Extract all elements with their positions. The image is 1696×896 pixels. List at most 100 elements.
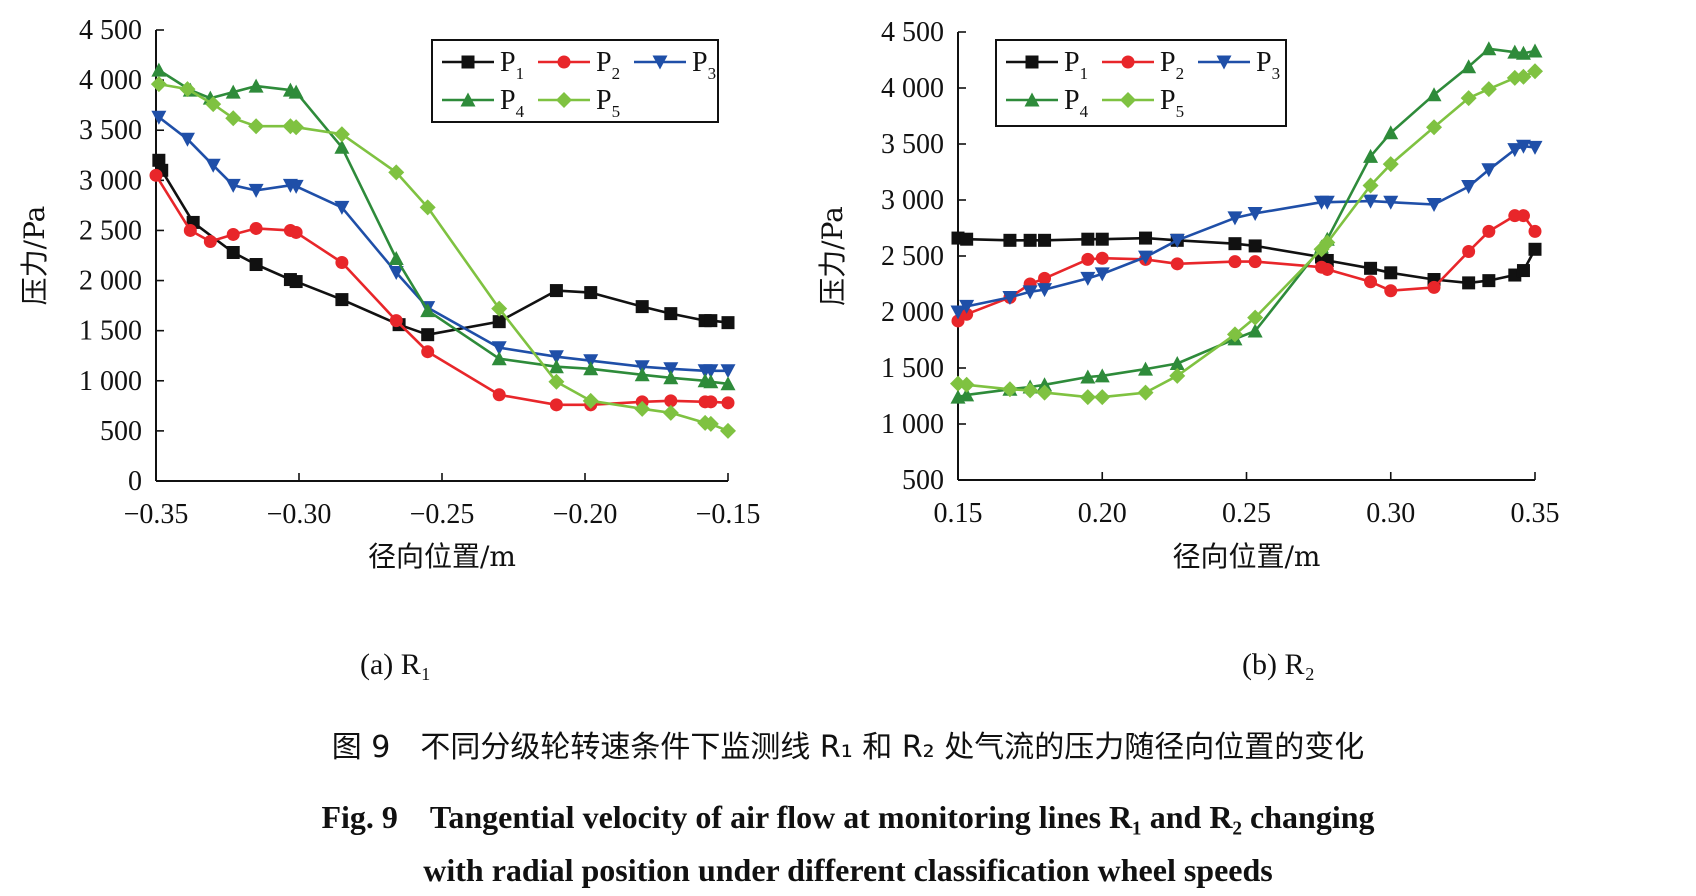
data-point-p5 [205,96,222,113]
data-point-p3 [1247,206,1263,221]
data-point-p2 [1482,224,1496,238]
data-point-p5 [225,110,242,127]
data-point-p4 [1247,323,1263,338]
data-point-p5 [333,126,350,143]
data-point-p1 [492,315,506,329]
data-point-p5 [1094,389,1111,406]
figure-caption-en-line1: Fig. 9 Tangential velocity of air flow a… [321,799,1375,835]
data-point-p5 [1527,63,1543,80]
data-point-p3 [1094,267,1110,282]
data-point-p1 [1139,231,1153,245]
data-point-p5 [1036,384,1053,401]
data-point-p1 [1384,266,1398,280]
data-point-p1 [635,300,649,314]
data-point-p5 [1382,156,1399,173]
data-point-p3 [1527,140,1543,155]
x-tick-label: 0.35 [1511,498,1560,529]
data-point-p5 [1079,389,1096,406]
data-point-p2 [1170,257,1184,271]
data-point-p4 [1080,369,1096,384]
data-point-p5 [248,118,265,135]
data-point-p5 [958,376,975,393]
x-axis-label: 径向位置/m [1173,540,1321,573]
data-point-p4 [1426,87,1442,102]
data-point-p2 [549,398,563,412]
data-point-p1 [1023,233,1037,247]
y-tick-label: 2 000 [881,297,944,328]
y-tick-label: 1 000 [881,409,944,440]
data-point-p4 [634,367,650,382]
data-point-p3 [225,178,241,193]
data-point-p3 [388,266,404,281]
data-point-p1 [1482,274,1496,288]
data-point-p2 [1038,271,1052,285]
x-tick-label: −0.35 [124,499,189,530]
data-point-p3 [1022,285,1038,300]
data-point-p2 [721,396,735,410]
data-point-p5 [1226,326,1243,343]
x-axis-label: 径向位置/m [368,540,516,573]
panel-label-b: (b) R₂ [1242,648,1315,681]
data-point-p3 [1383,195,1399,210]
data-point-p1 [1081,232,1095,246]
data-point-p3 [334,200,350,215]
chart-panel-a: 0 500 1 000 1 500 2 000 2 500 3 000 3 500 4 000 4… [18,15,760,573]
data-point-p2 [289,225,303,239]
data-point-p5 [1169,367,1186,384]
data-point-p1 [289,275,303,289]
y-tick-label: 4 500 [881,17,944,48]
data-point-p3 [1461,180,1477,195]
data-point-p3 [1037,283,1053,298]
x-tick-label: 0.15 [934,498,983,529]
data-point-p1 [960,232,974,246]
data-point-p4 [1515,45,1531,60]
data-point-p2 [389,314,403,328]
figure-caption-zh: 图 9 不同分级轮转速条件下监测线 R₁ 和 R₂ 处气流的压力随径向位置的变化 [331,730,1365,765]
data-point-p3 [583,354,599,369]
data-point-p3 [1481,163,1497,178]
series-line-p2 [957,214,1537,323]
data-point-p2 [1516,209,1530,223]
chart-panel-b: 500 1 000 1 500 2 000 2 500 3 000 3 500 4 000 4 … [816,17,1560,573]
data-point-p1 [152,153,166,167]
data-point-p3 [1426,197,1442,212]
data-point-p3 [248,183,264,198]
data-point-p3 [703,364,719,379]
data-point-p5 [288,119,305,136]
data-point-p5 [1362,177,1379,194]
data-point-p1 [249,258,263,272]
data-point-p2 [704,395,718,409]
data-point-p4 [1481,41,1497,56]
data-point-p4 [225,84,241,99]
data-point-p1 [1228,237,1242,251]
data-point-p2 [1427,280,1441,294]
y-tick-label: 0 [128,466,142,497]
y-axis-label: 压力/Pa [816,206,849,306]
data-point-p3 [720,364,736,379]
data-point-p4 [1169,356,1185,371]
y-tick-label: 2 000 [79,266,142,297]
data-point-p3 [179,132,195,147]
data-point-p5 [1480,81,1497,98]
data-point-p2 [1081,252,1095,266]
data-point-p3 [663,362,679,377]
legend-marker-p5 [1120,92,1136,108]
data-point-p3 [1169,233,1185,248]
data-point-p3 [1227,211,1243,226]
data-point-p5 [1460,90,1477,107]
data-point-p3 [491,341,507,356]
x-tick-label: −0.15 [696,499,761,530]
y-tick-label: 1 500 [79,316,142,347]
x-tick-label: 0.25 [1222,498,1271,529]
data-point-p2 [1095,251,1109,265]
y-axis-label: 压力/Pa [18,206,51,306]
y-tick-label: 1 500 [881,353,944,384]
data-point-p3 [151,110,167,125]
data-point-p4 [248,78,264,93]
data-point-p1 [1038,233,1052,247]
data-point-p1 [704,314,718,328]
data-point-p4 [1094,368,1110,383]
data-point-p4 [663,370,679,385]
